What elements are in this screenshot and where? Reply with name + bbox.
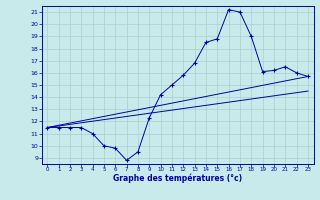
X-axis label: Graphe des températures (°c): Graphe des températures (°c) [113, 174, 242, 183]
